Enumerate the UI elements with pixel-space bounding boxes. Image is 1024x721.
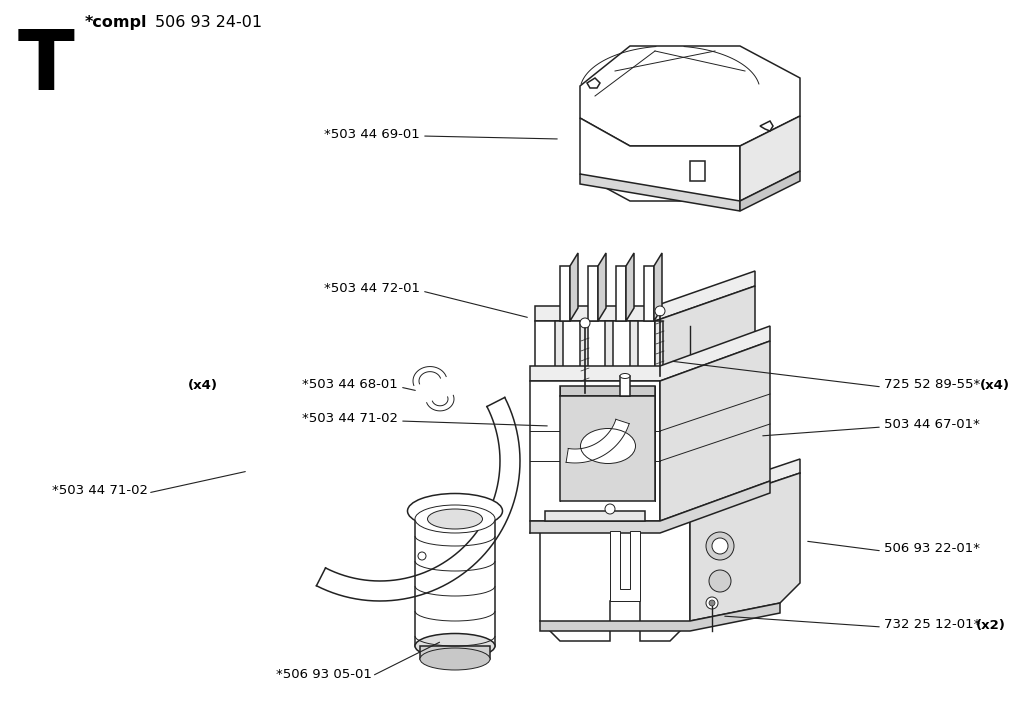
Circle shape xyxy=(706,597,718,609)
Polygon shape xyxy=(655,286,755,371)
Polygon shape xyxy=(654,253,662,321)
Circle shape xyxy=(418,552,426,560)
Polygon shape xyxy=(535,271,755,321)
Polygon shape xyxy=(560,386,655,396)
Polygon shape xyxy=(566,420,629,463)
Polygon shape xyxy=(545,511,645,521)
Polygon shape xyxy=(540,510,690,641)
Polygon shape xyxy=(427,395,454,411)
Polygon shape xyxy=(740,171,800,211)
Text: *503 44 72-01: *503 44 72-01 xyxy=(324,283,420,296)
Polygon shape xyxy=(316,397,520,601)
Polygon shape xyxy=(580,118,740,201)
Polygon shape xyxy=(587,78,600,88)
Polygon shape xyxy=(660,341,770,521)
Polygon shape xyxy=(620,376,630,396)
Polygon shape xyxy=(580,46,800,146)
Polygon shape xyxy=(598,253,606,321)
Polygon shape xyxy=(415,521,495,646)
Text: *503 44 71-02: *503 44 71-02 xyxy=(302,412,398,425)
Polygon shape xyxy=(540,459,800,510)
Circle shape xyxy=(580,318,590,328)
Polygon shape xyxy=(580,321,588,371)
Polygon shape xyxy=(530,481,770,533)
Polygon shape xyxy=(535,336,755,381)
Polygon shape xyxy=(560,396,655,501)
Polygon shape xyxy=(535,321,655,371)
Polygon shape xyxy=(555,321,563,371)
Ellipse shape xyxy=(415,634,495,658)
Text: T: T xyxy=(18,26,75,107)
Text: *503 44 71-02: *503 44 71-02 xyxy=(52,485,148,497)
Circle shape xyxy=(709,570,731,592)
Ellipse shape xyxy=(420,648,490,670)
Polygon shape xyxy=(560,266,570,321)
Polygon shape xyxy=(655,321,663,371)
Text: (x4): (x4) xyxy=(188,379,218,392)
Ellipse shape xyxy=(427,509,482,529)
Text: *503 44 68-01: *503 44 68-01 xyxy=(302,379,398,392)
Polygon shape xyxy=(420,646,490,659)
Polygon shape xyxy=(413,366,446,386)
Polygon shape xyxy=(630,321,638,371)
Ellipse shape xyxy=(408,493,503,528)
Text: 732 25 12-01*: 732 25 12-01* xyxy=(884,619,980,632)
Polygon shape xyxy=(740,116,800,201)
Text: 725 52 89-55*: 725 52 89-55* xyxy=(884,379,980,392)
Circle shape xyxy=(706,532,734,560)
Text: 506 93 24-01: 506 93 24-01 xyxy=(155,15,262,30)
Polygon shape xyxy=(610,531,640,601)
Text: 503 44 67-01*: 503 44 67-01* xyxy=(884,418,980,431)
Polygon shape xyxy=(616,266,626,321)
Polygon shape xyxy=(760,121,773,131)
Circle shape xyxy=(712,538,728,554)
Polygon shape xyxy=(530,326,770,381)
Polygon shape xyxy=(580,174,740,211)
Polygon shape xyxy=(588,266,598,321)
Polygon shape xyxy=(644,266,654,321)
Polygon shape xyxy=(570,253,578,321)
Text: (x4): (x4) xyxy=(980,379,1010,392)
Ellipse shape xyxy=(620,373,630,379)
Text: (x2): (x2) xyxy=(976,619,1006,632)
Text: *503 44 69-01: *503 44 69-01 xyxy=(325,128,420,141)
Text: *compl: *compl xyxy=(85,15,147,30)
Ellipse shape xyxy=(581,428,636,464)
Polygon shape xyxy=(626,253,634,321)
Text: *506 93 05-01: *506 93 05-01 xyxy=(276,668,372,681)
Polygon shape xyxy=(530,381,660,521)
Circle shape xyxy=(605,504,615,514)
Polygon shape xyxy=(605,321,613,371)
Polygon shape xyxy=(690,473,800,621)
Circle shape xyxy=(655,306,665,316)
Polygon shape xyxy=(690,161,705,181)
Ellipse shape xyxy=(415,505,495,533)
Circle shape xyxy=(709,600,715,606)
Text: 506 93 22-01*: 506 93 22-01* xyxy=(884,542,980,555)
Polygon shape xyxy=(540,603,780,631)
